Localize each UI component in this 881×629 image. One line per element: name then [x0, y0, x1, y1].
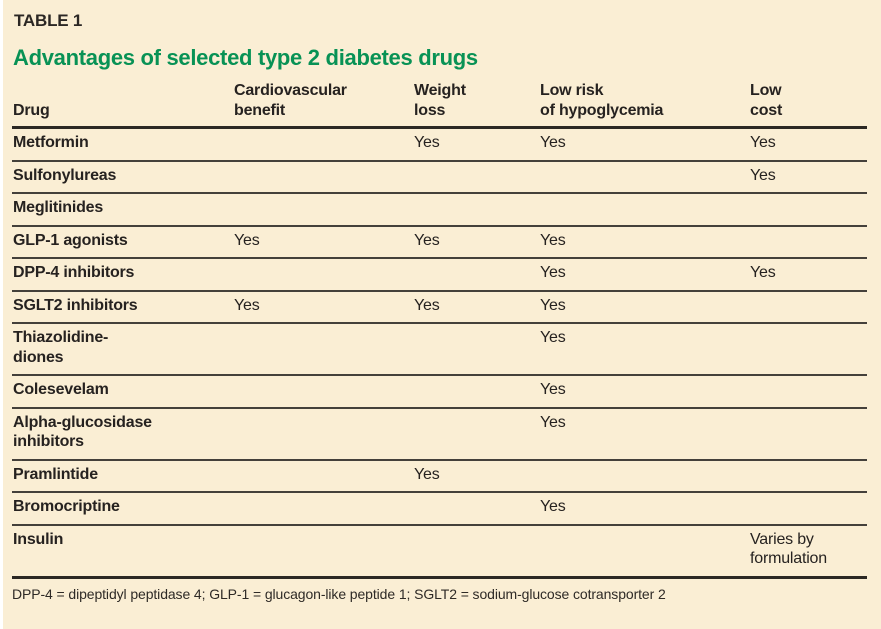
column-header-low-risk-hypoglycemia: Low risk of hypoglycemia — [540, 82, 664, 119]
cell-cardiovascular-benefit — [233, 461, 413, 492]
cell-cardiovascular-benefit — [233, 194, 413, 225]
cell-cardiovascular-benefit — [233, 526, 413, 576]
cell-low-risk-hypoglycemia: Yes — [540, 413, 566, 431]
drug-name: Alpha-glucosidase inhibitors — [13, 413, 152, 451]
table-row: Bromocriptine Yes — [12, 493, 867, 526]
column-header-cardiovascular-benefit: Cardiovascular benefit — [234, 82, 347, 119]
cell-low-risk-hypoglycemia: Yes — [540, 264, 566, 282]
cell-cardiovascular-benefit — [233, 129, 413, 160]
column-header-drug: Drug — [13, 101, 50, 119]
table-number-label: TABLE 1 — [14, 11, 83, 30]
table-row: Insulin Varies by formulation — [12, 526, 867, 579]
table-header-row: Drug Cardiovascular benefit Weight loss … — [12, 81, 867, 130]
table-title: Advantages of selected type 2 diabetes d… — [13, 45, 478, 70]
cell-low-risk-hypoglycemia: Yes — [540, 498, 566, 516]
drug-name: Bromocriptine — [13, 498, 120, 516]
cell-weight-loss — [413, 162, 539, 193]
table-row: DPP-4 inhibitors Yes Yes — [12, 259, 867, 292]
drug-name: Pramlintide — [13, 465, 98, 483]
cell-low-risk-hypoglycemia — [539, 194, 749, 225]
table-row: Pramlintide Yes — [12, 461, 867, 494]
drug-name: Insulin — [13, 530, 64, 548]
drug-name: DPP-4 inhibitors — [13, 264, 135, 282]
cell-low-cost: Yes — [750, 134, 776, 152]
cell-low-cost — [749, 292, 867, 323]
cell-low-cost — [749, 376, 867, 407]
table-row: GLP-1 agonists Yes Yes Yes — [12, 227, 867, 260]
cell-cardiovascular-benefit — [233, 409, 413, 459]
column-header-weight-loss: Weight loss — [414, 82, 466, 119]
table-row: Thiazolidine- diones Yes — [12, 324, 867, 377]
cell-weight-loss: Yes — [414, 465, 440, 483]
cell-low-cost: Yes — [750, 264, 776, 282]
cell-low-cost — [749, 409, 867, 459]
table-row: SGLT2 inhibitors Yes Yes Yes — [12, 292, 867, 325]
cell-weight-loss — [413, 526, 539, 576]
cell-low-cost — [749, 324, 867, 374]
column-header-low-cost: Low cost — [750, 82, 783, 119]
drug-name: Meglitinides — [13, 199, 104, 217]
cell-cardiovascular-benefit: Yes — [234, 231, 260, 249]
cell-weight-loss — [413, 259, 539, 290]
cell-weight-loss — [413, 409, 539, 459]
cell-low-cost: Varies by formulation — [750, 530, 827, 568]
cell-low-risk-hypoglycemia — [539, 526, 749, 576]
cell-low-risk-hypoglycemia: Yes — [540, 381, 566, 399]
cell-cardiovascular-benefit — [233, 324, 413, 374]
cell-low-risk-hypoglycemia: Yes — [540, 134, 566, 152]
cell-low-cost: Yes — [750, 166, 776, 184]
cell-weight-loss: Yes — [414, 296, 440, 314]
cell-weight-loss — [413, 493, 539, 524]
cell-weight-loss: Yes — [414, 134, 440, 152]
cell-low-risk-hypoglycemia: Yes — [540, 296, 566, 314]
cell-cardiovascular-benefit: Yes — [234, 296, 260, 314]
drug-name: Metformin — [13, 134, 89, 152]
cell-weight-loss — [413, 376, 539, 407]
cell-cardiovascular-benefit — [233, 376, 413, 407]
cell-low-risk-hypoglycemia: Yes — [540, 231, 566, 249]
table-row: Sulfonylureas Yes — [12, 162, 867, 195]
table-row: Colesevelam Yes — [12, 376, 867, 409]
drug-name: GLP-1 agonists — [13, 231, 128, 249]
table-row: Metformin Yes Yes Yes — [12, 129, 867, 162]
table-row: Alpha-glucosidase inhibitors Yes — [12, 409, 867, 461]
abbreviations-footnote: DPP-4 = dipeptidyl peptidase 4; GLP-1 = … — [12, 585, 666, 602]
cell-low-cost — [749, 227, 867, 258]
drug-name: Colesevelam — [13, 381, 109, 399]
cell-low-risk-hypoglycemia: Yes — [540, 329, 566, 347]
cell-weight-loss — [413, 194, 539, 225]
cell-low-risk-hypoglycemia — [539, 461, 749, 492]
cell-cardiovascular-benefit — [233, 259, 413, 290]
diabetes-drugs-table: Drug Cardiovascular benefit Weight loss … — [12, 81, 867, 579]
cell-cardiovascular-benefit — [233, 493, 413, 524]
cell-cardiovascular-benefit — [233, 162, 413, 193]
drug-name: SGLT2 inhibitors — [13, 296, 138, 314]
cell-low-cost — [749, 461, 867, 492]
table-row: Meglitinides — [12, 194, 867, 227]
cell-low-cost — [749, 493, 867, 524]
cell-weight-loss: Yes — [414, 231, 440, 249]
drug-name: Thiazolidine- diones — [13, 329, 109, 366]
drug-name: Sulfonylureas — [13, 166, 117, 184]
cell-low-risk-hypoglycemia — [539, 162, 749, 193]
cell-weight-loss — [413, 324, 539, 374]
cell-low-cost — [749, 194, 867, 225]
